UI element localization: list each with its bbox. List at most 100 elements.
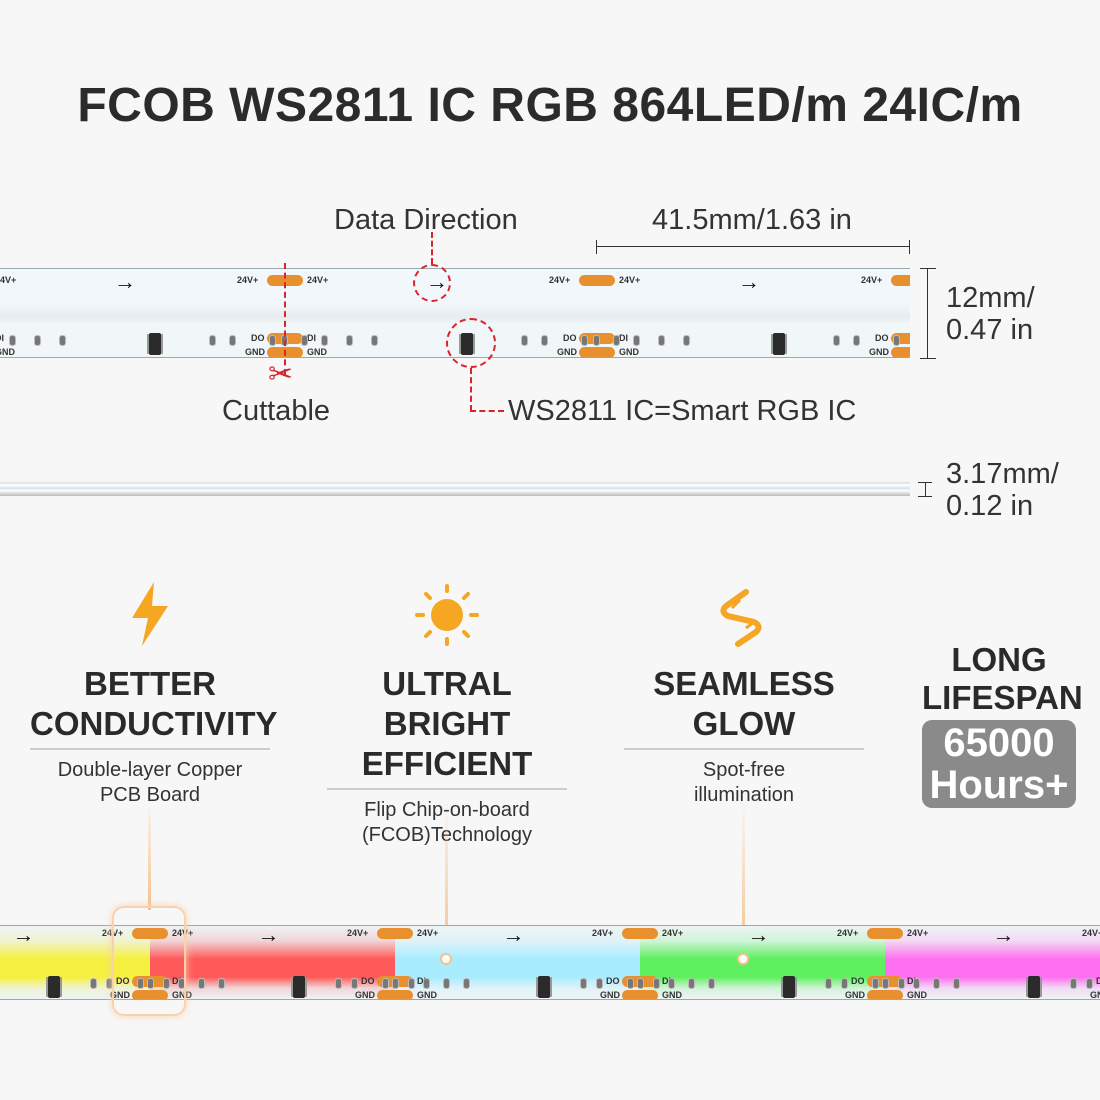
smd-component	[346, 335, 353, 346]
ic-chip	[782, 976, 795, 998]
feature-description: Spot-free illumination	[624, 758, 864, 808]
label-24v: 24V+	[347, 928, 369, 938]
smd-component	[391, 978, 399, 989]
thickness-dimension	[925, 482, 926, 496]
label-24v: 24V+	[172, 928, 194, 938]
lifespan-title-1: LONG	[951, 641, 1047, 678]
feature-leader	[445, 800, 448, 960]
arrow-icon: →	[12, 925, 35, 947]
label-do: DO	[851, 976, 865, 986]
label-do: DO	[361, 976, 375, 986]
lifespan-title-2: LIFESPAN	[922, 679, 1083, 716]
label-gnd: GND	[619, 347, 639, 357]
pad-gnd	[377, 990, 413, 999]
smd-component	[627, 978, 635, 989]
smd-component	[683, 335, 690, 346]
cut-point-highlight	[112, 906, 186, 1016]
smd-component	[633, 335, 640, 346]
glow-segment	[885, 926, 1100, 999]
label-24v: 24V+	[592, 928, 614, 938]
label-di: DI	[619, 333, 628, 343]
smd-component	[321, 335, 328, 346]
label-gnd: GND	[355, 990, 375, 1000]
feature-desc-line: illumination	[693, 784, 795, 806]
smd-component	[853, 335, 860, 346]
smd-component	[371, 335, 378, 346]
width-in-label: 0.47 in	[946, 314, 1034, 346]
feature-leader	[148, 800, 151, 910]
label-24v: 24V+	[861, 275, 883, 285]
smd-component	[872, 978, 880, 989]
smd-component	[593, 335, 600, 346]
dimension-tick	[918, 496, 932, 497]
ic-leader	[470, 368, 472, 411]
smd-component	[881, 978, 889, 989]
smd-component	[462, 978, 470, 989]
smd-component	[301, 335, 308, 346]
sun-icon	[414, 584, 480, 651]
dimension-tick	[596, 240, 597, 254]
label-gnd: GND	[172, 990, 192, 1000]
smd-component	[1086, 978, 1094, 989]
arrow-icon: →	[257, 925, 280, 947]
smd-component	[335, 978, 343, 989]
smd-component	[197, 978, 205, 989]
feature-desc-line: Spot-free	[702, 759, 786, 781]
lightning-icon	[128, 582, 172, 651]
feature-title: SEAMLESS GLOW	[624, 664, 864, 744]
label-di: DI	[907, 976, 916, 986]
smd-component	[541, 335, 548, 346]
smd-component	[521, 335, 528, 346]
smd-component	[9, 335, 16, 346]
label-gnd: GND	[110, 990, 130, 1000]
segment-length-label: 41.5mm/1.63 in	[652, 204, 852, 236]
label-gnd: GND	[557, 347, 577, 357]
smd-component	[893, 335, 900, 346]
arrow-icon: →	[747, 925, 770, 947]
label-24v: 24V+	[837, 928, 859, 938]
data-direction-leader	[431, 232, 433, 264]
smd-component	[833, 335, 840, 346]
feature-title-line: SEAMLESS	[653, 665, 835, 702]
label-24v: 24V+	[0, 275, 17, 285]
smd-component	[59, 335, 66, 346]
pad-24v	[132, 928, 168, 939]
label-gnd: GND	[869, 347, 889, 357]
smd-component	[423, 978, 431, 989]
label-24v: 24V+	[417, 928, 439, 938]
label-do: DO	[251, 333, 265, 343]
arrow-icon: →	[502, 925, 525, 947]
label-di: DI	[0, 333, 4, 343]
feature-divider	[624, 748, 864, 750]
smd-component	[34, 335, 41, 346]
arrow-icon: →	[738, 269, 760, 294]
smd-component	[351, 978, 359, 989]
label-di: DI	[417, 976, 426, 986]
feature-dot	[440, 953, 452, 965]
smd-component	[146, 978, 154, 989]
smd-component	[687, 978, 695, 989]
pad-gnd	[867, 990, 903, 999]
label-do: DO	[875, 333, 889, 343]
smd-component	[658, 335, 665, 346]
cut-line	[284, 263, 286, 375]
pad-do-di	[891, 333, 910, 344]
label-24v: 24V+	[549, 275, 571, 285]
label-gnd: GND	[845, 990, 865, 1000]
ic-leader	[470, 410, 504, 412]
glow-segment	[0, 926, 150, 999]
dimension-tick	[920, 268, 936, 269]
width-dimension	[927, 268, 928, 358]
smd-component	[269, 335, 276, 346]
arrow-icon: →	[114, 269, 136, 294]
feature-title-line: ULTRAL BRIGHT	[382, 665, 512, 742]
label-gnd: GND	[0, 347, 15, 357]
page-title: FCOB WS2811 IC RGB 864LED/m 24IC/m	[77, 79, 1023, 132]
smd-component	[580, 978, 588, 989]
label-gnd: GND	[662, 990, 682, 1000]
feature-divider	[327, 788, 567, 790]
pad-gnd	[622, 990, 658, 999]
label-24v: 24V+	[662, 928, 684, 938]
label-gnd: GND	[1090, 990, 1100, 1000]
ic-chip	[47, 976, 60, 998]
